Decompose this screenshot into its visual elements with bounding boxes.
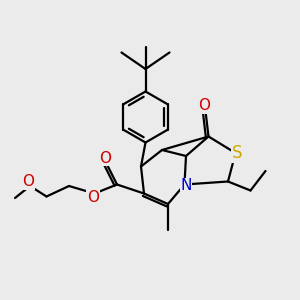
Text: S: S (232, 144, 242, 162)
Text: O: O (198, 98, 210, 113)
Text: O: O (22, 174, 34, 189)
Text: O: O (99, 151, 111, 166)
Text: O: O (87, 190, 99, 206)
Text: N: N (180, 178, 192, 194)
